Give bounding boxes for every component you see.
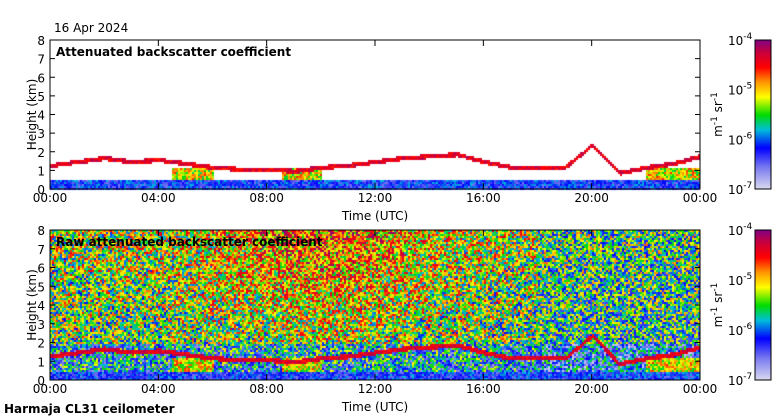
y-axis-label: Height (km): [25, 79, 39, 150]
colorbar-tick-label: 10-6: [728, 131, 753, 147]
plot-frame-0: [49, 39, 701, 190]
colorbar: [754, 229, 772, 381]
x-tick-label: 20:00: [574, 191, 609, 205]
x-tick-label: 00:00: [33, 191, 68, 205]
colorbar-unit-label: m-1 sr-1: [710, 283, 725, 328]
y-axis-label: Height (km): [25, 269, 39, 340]
colorbar-tick-label: 10-4: [728, 32, 753, 48]
date-label: 16 Apr 2024: [54, 21, 128, 35]
panel-title: Attenuated backscatter coefficient: [56, 45, 291, 59]
x-tick-label: 04:00: [141, 191, 176, 205]
colorbar-tick-label: 10-5: [728, 82, 752, 98]
colorbar: [754, 39, 772, 190]
y-tick-label: 5: [37, 280, 45, 294]
x-tick-label: 08:00: [249, 382, 284, 396]
colorbar-tick-label: 10-4: [728, 222, 753, 238]
y-tick-label: 3: [37, 318, 45, 332]
y-tick-label: 1: [37, 355, 45, 369]
y-tick-label: 8: [37, 224, 45, 238]
y-tick-label: 6: [37, 262, 45, 276]
footer-label: Harmaja CL31 ceilometer: [4, 402, 175, 416]
x-tick-label: 00:00: [683, 191, 718, 205]
x-tick-label: 00:00: [683, 382, 718, 396]
x-axis-label: Time (UTC): [341, 209, 408, 223]
colorbar-unit-label: m-1 sr-1: [710, 92, 725, 137]
plot-frame-1: [49, 229, 701, 381]
y-tick-label: 4: [37, 299, 45, 313]
panel-title: Raw attenuated backscatter coefficient: [56, 235, 323, 249]
y-tick-label: 7: [37, 243, 45, 257]
x-tick-label: 08:00: [249, 191, 284, 205]
y-tick-label: 0: [37, 374, 45, 388]
y-tick-label: 7: [37, 53, 45, 67]
y-tick-label: 1: [37, 164, 45, 178]
y-tick-label: 5: [37, 90, 45, 104]
colorbar-tick-label: 10-5: [728, 272, 752, 288]
x-tick-label: 20:00: [574, 382, 609, 396]
x-axis-label: Time (UTC): [341, 400, 408, 414]
x-tick-label: 12:00: [358, 191, 393, 205]
x-tick-label: 04:00: [141, 382, 176, 396]
colorbar-tick-label: 10-7: [728, 181, 752, 197]
x-tick-label: 16:00: [466, 191, 501, 205]
colorbar-tick-label: 10-7: [728, 372, 752, 388]
y-tick-label: 0: [37, 183, 45, 197]
x-tick-label: 00:00: [33, 382, 68, 396]
y-tick-label: 4: [37, 109, 45, 123]
y-tick-label: 2: [37, 337, 45, 351]
colorbar-tick-label: 10-6: [728, 322, 753, 338]
x-tick-label: 12:00: [358, 382, 393, 396]
y-tick-label: 3: [37, 127, 45, 141]
x-tick-label: 16:00: [466, 382, 501, 396]
y-tick-label: 6: [37, 71, 45, 85]
y-tick-label: 2: [37, 146, 45, 160]
y-tick-label: 8: [37, 34, 45, 48]
